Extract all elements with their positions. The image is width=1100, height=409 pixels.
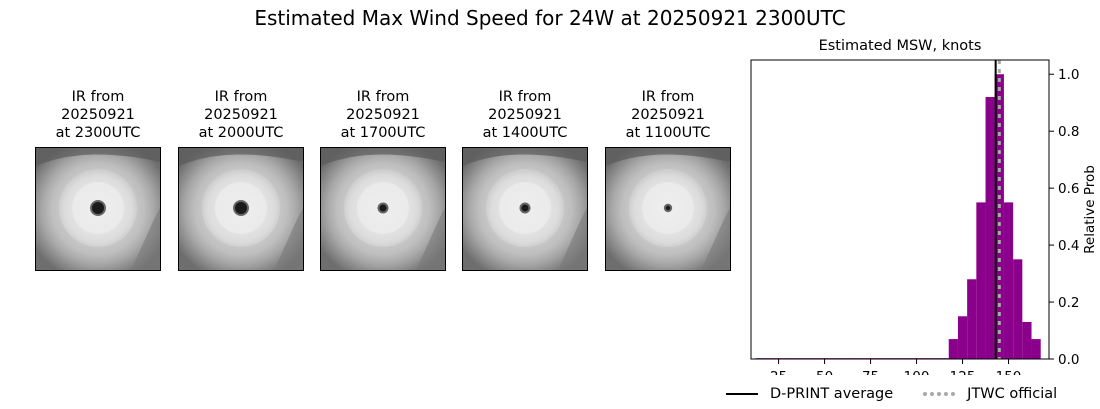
chart-title: Estimated MSW, knots xyxy=(819,38,982,54)
legend-line-dotted xyxy=(923,392,956,396)
ir-title-5-line3: at 1100UTC xyxy=(625,125,711,141)
ir-satellite-image xyxy=(36,148,160,270)
ir-title-5-line1: IR from xyxy=(641,89,695,105)
plot-frame xyxy=(750,59,1050,360)
ir-title-1-line2: 20250921 xyxy=(61,107,135,123)
ir-image-4 xyxy=(462,147,588,271)
x-tick-label: 125 xyxy=(950,369,976,375)
ir-satellite-image xyxy=(606,148,730,270)
legend-item-jtwc: JTWC official xyxy=(923,386,1057,402)
ir-title-3-line2: 20250921 xyxy=(346,107,420,123)
ir-title-3: IR from 20250921 at 1700UTC xyxy=(320,88,446,142)
x-tick-label: 150 xyxy=(996,369,1022,375)
ir-title-4-line1: IR from xyxy=(498,89,552,105)
y-axis-label: Relative Prob xyxy=(1082,165,1098,254)
x-tick-label: 75 xyxy=(862,369,879,375)
ir-title-4: IR from 20250921 at 1400UTC xyxy=(462,88,588,142)
legend-label-jtwc: JTWC official xyxy=(967,386,1058,402)
histogram-bar xyxy=(967,279,977,359)
ir-title-1: IR from 20250921 at 2300UTC xyxy=(35,88,161,142)
ir-panel-3: IR from 20250921 at 1700UTC xyxy=(320,88,446,271)
ir-satellite-image xyxy=(321,148,445,270)
legend-item-dprint: D-PRINT average xyxy=(726,386,893,402)
x-axis-ticks: 25 50 75 100 125 150 xyxy=(770,359,1021,375)
chart-legend: D-PRINT average JTWC official xyxy=(726,386,1087,402)
y-tick-label: 0.6 xyxy=(1058,181,1079,197)
ir-title-5-line2: 20250921 xyxy=(631,107,705,123)
msw-histogram-chart: 25 50 75 100 125 150 0.0 0.2 0.4 0.6 0.8 1.0 Estim… xyxy=(750,38,1098,375)
ir-image-5 xyxy=(605,147,731,271)
ir-title-5: IR from 20250921 at 1100UTC xyxy=(605,88,731,142)
ir-title-4-line3: at 1400UTC xyxy=(482,125,568,141)
ir-title-4-line2: 20250921 xyxy=(488,107,562,123)
histogram-bar xyxy=(1003,202,1014,359)
x-tick-label: 25 xyxy=(770,369,787,375)
x-tick-label: 50 xyxy=(816,369,833,375)
histogram-bar xyxy=(948,339,958,359)
ir-title-3-line3: at 1700UTC xyxy=(340,125,426,141)
histogram-bar xyxy=(976,202,986,359)
ir-image-1 xyxy=(35,147,161,271)
y-tick-label: 0.2 xyxy=(1058,295,1079,311)
y-tick-label: 1.0 xyxy=(1058,67,1079,83)
histogram-bar xyxy=(1031,339,1041,359)
ir-image-2 xyxy=(178,147,304,271)
histogram-bar xyxy=(1022,321,1032,359)
ir-panel-5: IR from 20250921 at 1100UTC xyxy=(605,88,731,271)
ir-panel-4: IR from 20250921 at 1400UTC xyxy=(462,88,588,271)
figure-title: Estimated Max Wind Speed for 24W at 2025… xyxy=(254,6,846,30)
ir-title-2: IR from 20250921 at 2000UTC xyxy=(178,88,304,142)
ir-satellite-image xyxy=(179,148,303,270)
x-tick-label: 100 xyxy=(904,369,930,375)
ir-title-2-line3: at 2000UTC xyxy=(198,125,284,141)
ir-title-2-line2: 20250921 xyxy=(204,107,278,123)
legend-label-dprint: D-PRINT average xyxy=(770,386,894,402)
ir-title-3-line1: IR from xyxy=(356,89,410,105)
legend-line-solid xyxy=(726,393,758,395)
ir-satellite-image xyxy=(463,148,587,270)
ir-title-1-line3: at 2300UTC xyxy=(55,125,141,141)
y-tick-label: 0.4 xyxy=(1058,238,1079,254)
ir-image-3 xyxy=(320,147,446,271)
ir-panel-1: IR from 20250921 at 2300UTC xyxy=(35,88,161,271)
y-tick-label: 0.0 xyxy=(1058,352,1079,368)
histogram-bar xyxy=(957,316,968,359)
ir-title-1-line1: IR from xyxy=(71,89,125,105)
ir-title-2-line1: IR from xyxy=(214,89,268,105)
histogram-bar xyxy=(1013,259,1023,359)
y-axis-ticks: 0.0 0.2 0.4 0.6 0.8 1.0 xyxy=(1049,67,1079,368)
reference-lines xyxy=(994,60,1001,359)
y-tick-label: 0.8 xyxy=(1058,124,1079,140)
histogram-bar xyxy=(985,97,995,360)
ir-panel-2: IR from 20250921 at 2000UTC xyxy=(178,88,304,271)
